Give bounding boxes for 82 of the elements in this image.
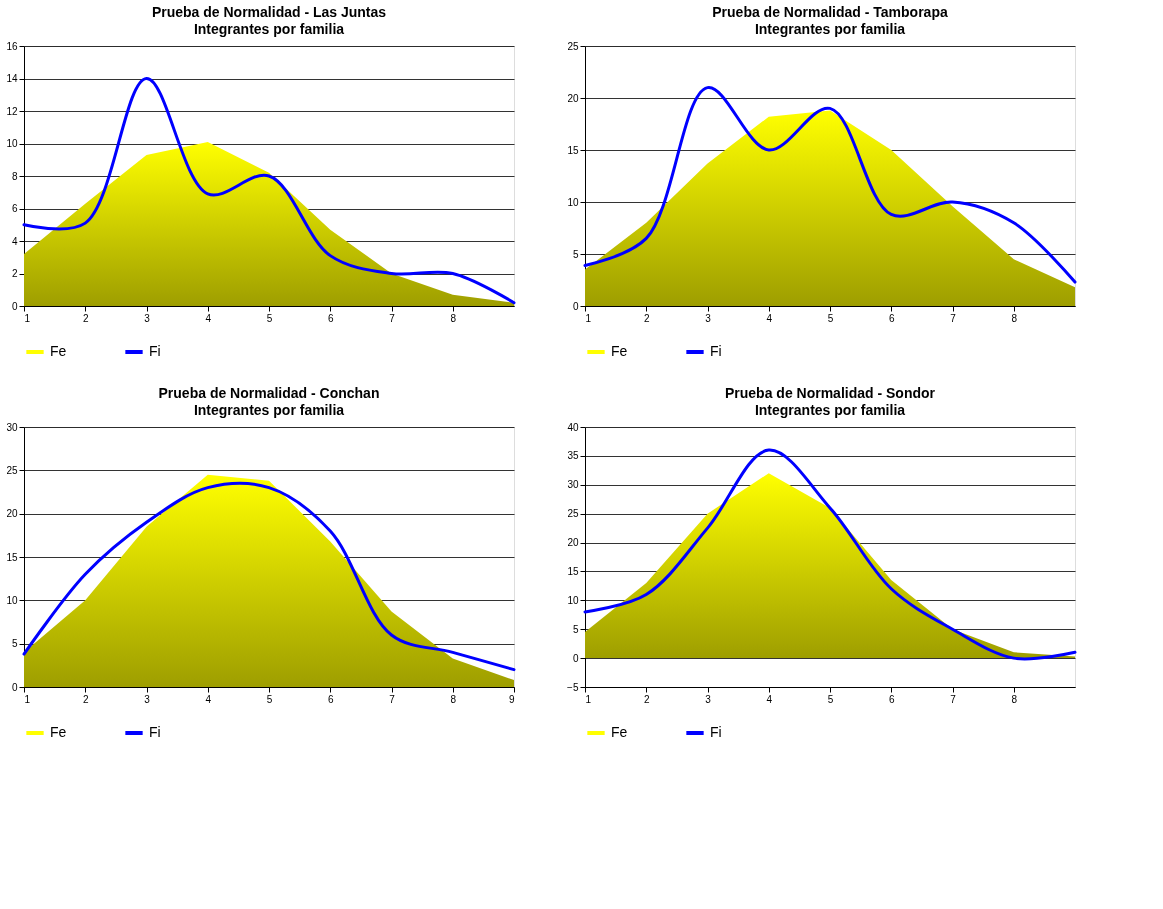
y-tick-label: 15	[567, 144, 579, 156]
x-tick-label: 8	[450, 312, 457, 324]
x-tick-label: 8	[1011, 693, 1018, 705]
y-tick-label: 0	[572, 300, 579, 312]
x-tick-label: 3	[144, 693, 151, 705]
y-tick-label: 15	[567, 565, 579, 577]
x-tick-label: 9	[508, 693, 515, 705]
x-tick-label: 5	[827, 312, 834, 324]
y-tick-label: 5	[572, 623, 579, 635]
legend-label: Fi	[710, 724, 722, 740]
y-tick-label: 14	[6, 73, 18, 84]
x-tick-label: 8	[450, 693, 457, 705]
x-tick-label: 4	[205, 312, 212, 324]
x-tick-label: 2	[643, 312, 650, 324]
x-tick-label: 1	[585, 693, 592, 705]
legend-label: Fe	[611, 343, 628, 359]
y-tick-label: 15	[6, 551, 18, 563]
chart-title: Prueba de Normalidad - Las Juntas	[151, 4, 387, 20]
y-tick-label: 10	[567, 594, 579, 606]
chart-subtitle: Integrantes por familia	[754, 21, 906, 37]
x-tick-label: 3	[144, 312, 151, 324]
x-tick-label: 4	[205, 693, 212, 705]
x-tick-label: 6	[888, 693, 895, 705]
x-tick-label: 7	[950, 312, 957, 324]
x-tick-label: 2	[82, 312, 89, 324]
y-tick-label: 8	[11, 170, 18, 182]
x-tick-label: 3	[705, 693, 712, 705]
y-tick-label: 10	[567, 196, 579, 208]
x-tick-label: 5	[827, 693, 834, 705]
y-tick-label: 6	[11, 203, 18, 214]
y-tick-label: 20	[567, 537, 579, 549]
y-tick-label: 20	[567, 92, 579, 104]
y-tick-label: 2	[11, 268, 18, 279]
x-tick-label: 2	[643, 693, 650, 705]
legend-label: Fe	[50, 343, 67, 359]
chart-title: Prueba de Normalidad - Sondor	[724, 385, 936, 401]
y-tick-label: 0	[572, 652, 579, 664]
y-tick-label: 25	[6, 464, 18, 476]
y-tick-label: 40	[567, 421, 579, 433]
y-tick-label: 0	[11, 681, 18, 693]
y-tick-label: 20	[6, 508, 18, 520]
x-tick-label: 7	[389, 693, 396, 705]
chart-title: Prueba de Normalidad - Tamborapa	[712, 4, 948, 20]
x-tick-label: 8	[1011, 312, 1018, 324]
x-tick-label: 6	[327, 693, 334, 705]
y-tick-label: 12	[6, 105, 18, 117]
x-tick-label: 4	[766, 312, 773, 324]
y-tick-label: 16	[6, 40, 18, 52]
y-tick-label: 5	[572, 248, 579, 260]
chart-subtitle: Integrantes por familia	[754, 402, 906, 418]
x-tick-label: 5	[266, 693, 273, 705]
chart-subtitle: Integrantes por familia	[193, 402, 345, 418]
legend-label: Fi	[149, 343, 161, 359]
x-tick-label: 2	[82, 693, 89, 705]
chart-title: Prueba de Normalidad - Conchan	[158, 385, 380, 401]
legend-label: Fe	[611, 724, 628, 740]
y-tick-label: 25	[567, 40, 579, 52]
x-tick-label: 4	[766, 693, 773, 705]
legend-label: Fi	[149, 724, 161, 740]
y-tick-label: 0	[11, 300, 18, 312]
x-tick-label: 3	[705, 312, 712, 324]
x-tick-label: 1	[24, 312, 31, 324]
x-tick-label: 7	[950, 693, 957, 705]
y-tick-label: 10	[6, 138, 18, 149]
x-tick-label: 1	[585, 312, 592, 324]
y-tick-label: 35	[567, 450, 579, 462]
x-tick-label: 6	[888, 312, 895, 324]
y-tick-label: 30	[567, 479, 579, 491]
legend-label: Fi	[710, 343, 722, 359]
x-tick-label: 7	[389, 312, 396, 324]
legend-label: Fe	[50, 724, 67, 740]
line-series	[583, 86, 1077, 284]
x-tick-label: 6	[327, 312, 334, 324]
chart-subtitle: Integrantes por familia	[193, 21, 345, 37]
y-tick-label: 4	[11, 235, 18, 247]
x-tick-label: 5	[266, 312, 273, 324]
y-tick-label: 25	[567, 508, 579, 520]
y-tick-label: 5	[11, 638, 18, 650]
x-tick-label: 1	[24, 693, 31, 705]
y-tick-label: 30	[6, 421, 18, 433]
y-tick-label: −5	[567, 681, 579, 693]
y-tick-label: 10	[6, 594, 18, 606]
